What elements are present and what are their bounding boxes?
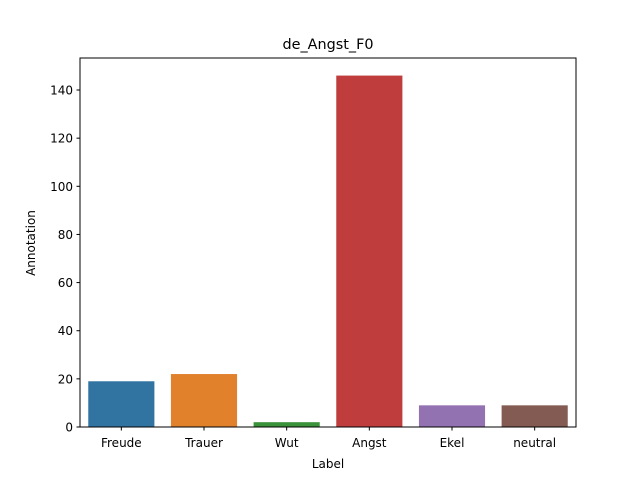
chart-title: de_Angst_F0 — [282, 37, 373, 53]
y-tick-label: 20 — [58, 372, 73, 386]
y-tick-label: 40 — [58, 324, 73, 338]
y-tick-label: 140 — [50, 84, 73, 98]
y-tick-label: 0 — [65, 421, 73, 435]
bar-wut — [253, 422, 320, 427]
x-tick-label: Wut — [275, 436, 299, 450]
bars-group — [88, 75, 568, 428]
y-axis-label: Annotation — [24, 210, 38, 276]
x-tick-label: Trauer — [184, 436, 223, 450]
y-axis-ticks: 0 20 40 60 80 100 120 140 — [50, 84, 80, 435]
x-axis-ticks: Freude Trauer Wut Angst Ekel neutral — [101, 427, 556, 450]
bar-ekel — [418, 405, 486, 427]
x-tick-label: neutral — [513, 436, 556, 450]
y-tick-label: 80 — [58, 228, 73, 242]
bar-angst — [336, 75, 403, 428]
x-tick-label: Ekel — [440, 436, 465, 450]
y-tick-label: 120 — [50, 132, 73, 146]
x-tick-label: Freude — [101, 436, 142, 450]
x-tick-label: Angst — [352, 436, 387, 450]
plot-frame — [79, 57, 577, 428]
x-axis-label: Label — [312, 457, 344, 471]
y-tick-label: 60 — [58, 276, 73, 290]
bar-trauer — [170, 374, 238, 427]
bar-neutral — [501, 405, 568, 427]
bar-freude — [88, 381, 155, 427]
y-tick-label: 100 — [50, 180, 73, 194]
